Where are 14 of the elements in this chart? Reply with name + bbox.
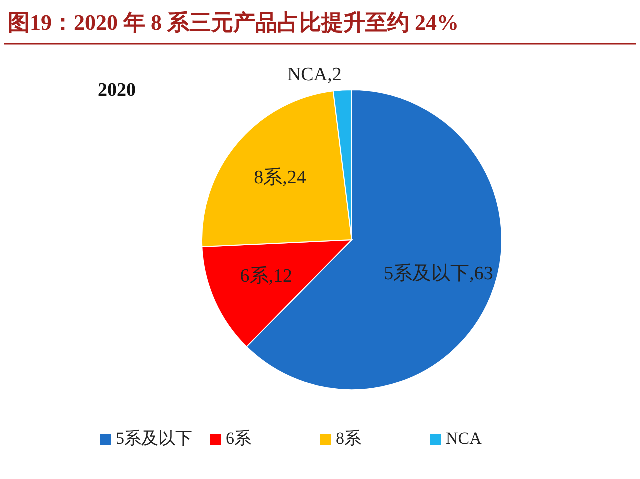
legend-label: 6系 — [226, 428, 252, 448]
data-label: ,2 — [328, 64, 342, 86]
data-label: ,12 — [268, 266, 293, 288]
legend-label: 8系 — [336, 428, 362, 448]
slice-label: 6系 — [240, 266, 269, 288]
data-label: ,63 — [470, 264, 494, 285]
data-label: ,24 — [282, 168, 307, 189]
slice-label: 5系及以下 — [384, 264, 470, 285]
slice-label: NCA — [287, 64, 328, 86]
text: 2020 — [98, 80, 136, 101]
legend-label: NCA — [446, 428, 483, 448]
chart-title: 图19：2020 年 8 系三元产品占比提升至约 24% — [8, 10, 459, 35]
legend-label: 5系及以下 — [116, 428, 192, 448]
slice-label: 8系 — [254, 168, 283, 189]
